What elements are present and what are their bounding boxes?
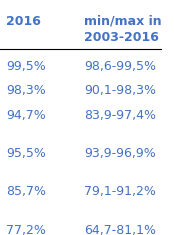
Text: 95,5%: 95,5%: [6, 147, 46, 160]
Text: 98,3%: 98,3%: [6, 84, 46, 97]
Text: 90,1-98,3%: 90,1-98,3%: [84, 84, 156, 97]
Text: 83,9-97,4%: 83,9-97,4%: [84, 109, 156, 121]
Text: 2016: 2016: [6, 15, 41, 28]
Text: 99,5%: 99,5%: [6, 60, 46, 73]
Text: 98,6-99,5%: 98,6-99,5%: [84, 60, 156, 73]
Text: 94,7%: 94,7%: [6, 109, 46, 121]
Text: 77,2%: 77,2%: [6, 223, 46, 235]
Text: 85,7%: 85,7%: [6, 185, 46, 198]
Text: 64,7-81,1%: 64,7-81,1%: [84, 223, 156, 235]
Text: 93,9-96,9%: 93,9-96,9%: [84, 147, 156, 160]
Text: 79,1-91,2%: 79,1-91,2%: [84, 185, 156, 198]
Text: min/max in
2003-2016: min/max in 2003-2016: [84, 15, 161, 44]
